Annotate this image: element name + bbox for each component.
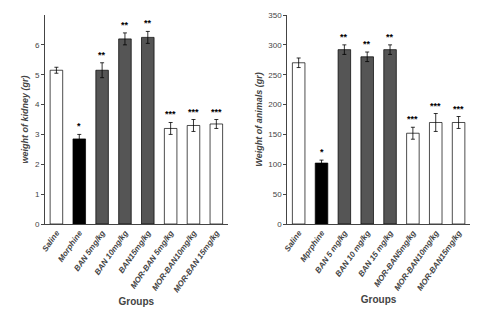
svg-text:*: *	[320, 147, 324, 157]
svg-text:100: 100	[268, 160, 282, 169]
svg-text:BAN 5 mg/kg: BAN 5 mg/kg	[313, 229, 349, 275]
svg-text:2: 2	[35, 160, 40, 169]
svg-text:***: ***	[211, 107, 222, 117]
svg-text:300: 300	[268, 41, 282, 50]
svg-text:MOR-BAN 5mg/kg: MOR-BAN 5mg/kg	[129, 229, 176, 291]
svg-text:BAN15mg/kg: BAN15mg/kg	[117, 229, 153, 275]
svg-text:BAN 10mg/kg: BAN 10mg/kg	[93, 229, 130, 277]
svg-text:50: 50	[273, 190, 282, 199]
svg-text:Groups: Groups	[119, 296, 155, 307]
svg-text:1: 1	[35, 190, 40, 199]
svg-text:MOR-BAN 15mg/kg: MOR-BAN 15mg/kg	[172, 229, 222, 294]
svg-text:**: **	[121, 20, 129, 30]
svg-text:MOR-BAN5mg/kg: MOR-BAN5mg/kg	[372, 229, 418, 289]
svg-text:***: ***	[430, 101, 441, 111]
svg-text:**: **	[144, 18, 152, 28]
svg-text:5: 5	[35, 71, 40, 80]
svg-text:***: ***	[453, 104, 464, 114]
svg-text:Saline: Saline	[40, 228, 61, 253]
svg-text:MOR-BAN15mg/kg: MOR-BAN15mg/kg	[415, 229, 463, 293]
svg-text:150: 150	[268, 130, 282, 139]
svg-text:**: **	[340, 32, 348, 42]
svg-text:*: *	[77, 121, 81, 131]
svg-text:Groups: Groups	[361, 294, 397, 305]
svg-text:250: 250	[268, 71, 282, 80]
svg-text:BAN 5mg/kg: BAN 5mg/kg	[72, 229, 107, 273]
svg-text:Saline: Saline	[283, 228, 304, 253]
svg-text:MOR-BAN10mg/kg: MOR-BAN10mg/kg	[150, 229, 198, 293]
svg-text:**: **	[363, 39, 371, 49]
svg-text:BAN 10 mg/kg: BAN 10 mg/kg	[334, 229, 373, 279]
svg-text:350: 350	[268, 11, 282, 20]
svg-text:200: 200	[268, 100, 282, 109]
svg-text:0: 0	[35, 220, 40, 229]
svg-text:**: **	[98, 50, 106, 60]
svg-text:6: 6	[35, 41, 40, 50]
svg-text:Mprphine: Mprphine	[298, 228, 326, 263]
svg-text:**: **	[386, 32, 394, 42]
svg-text:0: 0	[277, 220, 282, 229]
svg-text:***: ***	[407, 114, 418, 124]
svg-text:MOR-BAN10mg/kg: MOR-BAN10mg/kg	[392, 229, 440, 293]
svg-text:4: 4	[35, 100, 40, 109]
svg-text:Weight of animals (gr): Weight of animals (gr)	[254, 72, 264, 166]
svg-text:weight of kidney (gr): weight of kidney (gr)	[20, 75, 30, 163]
svg-text:Morphine: Morphine	[56, 228, 84, 263]
svg-text:***: ***	[188, 107, 199, 117]
svg-text:BAN 15 mg/kg: BAN 15 mg/kg	[356, 229, 395, 279]
svg-text:***: ***	[165, 109, 176, 119]
svg-text:3: 3	[35, 130, 40, 139]
